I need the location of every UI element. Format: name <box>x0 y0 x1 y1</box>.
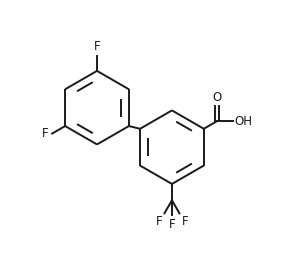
Text: O: O <box>212 91 221 104</box>
Text: F: F <box>181 215 188 229</box>
Text: F: F <box>42 127 49 140</box>
Text: OH: OH <box>234 115 252 128</box>
Text: F: F <box>169 218 175 231</box>
Text: F: F <box>156 215 162 229</box>
Text: F: F <box>94 40 100 53</box>
